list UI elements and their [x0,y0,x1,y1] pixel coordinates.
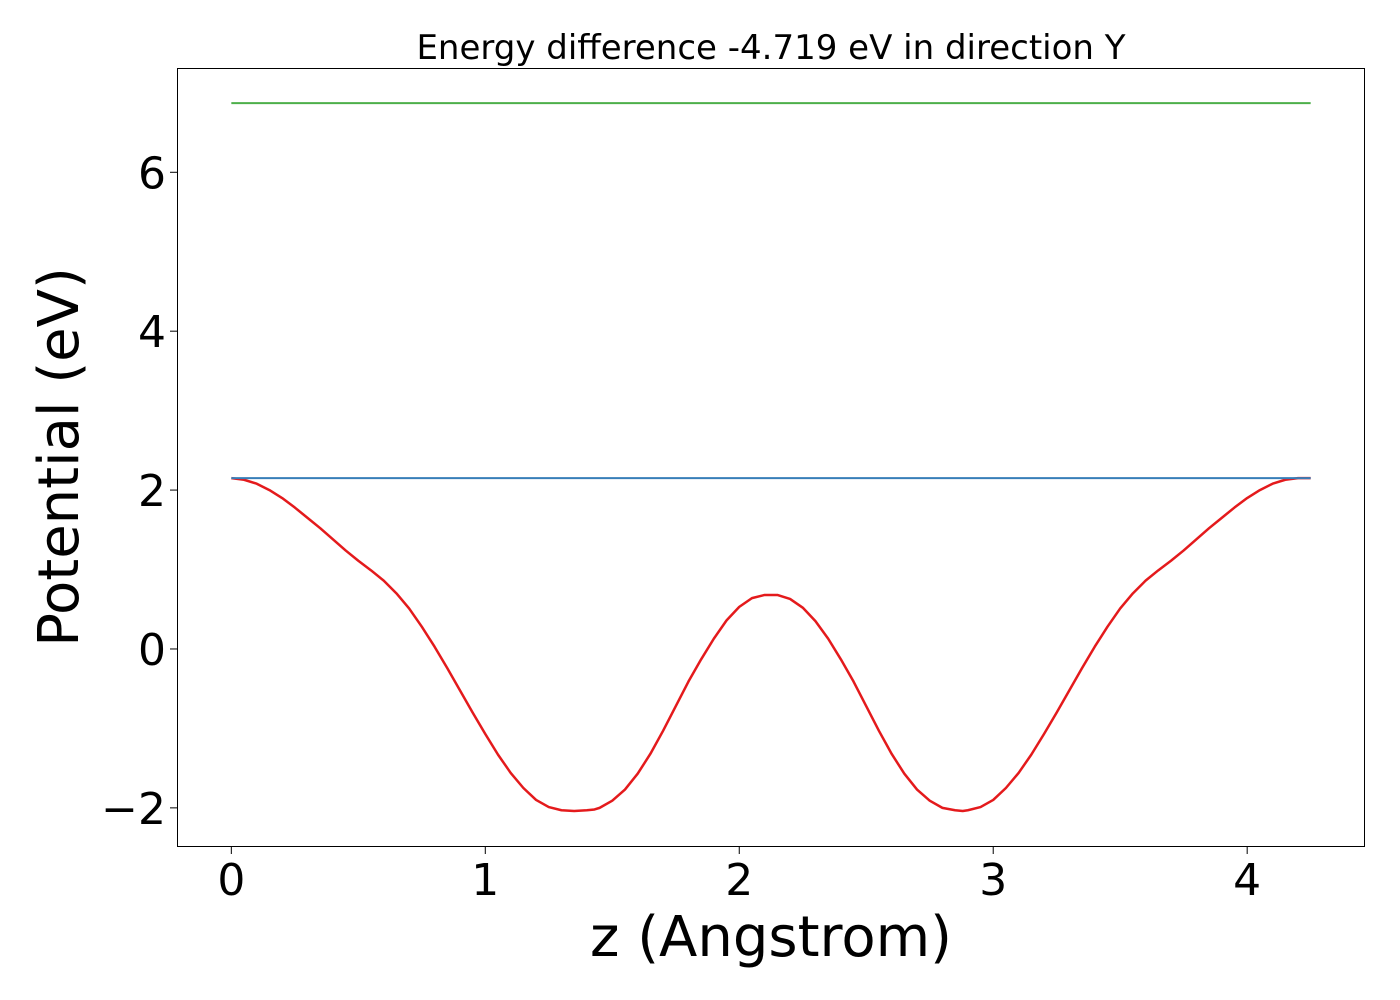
x-tick-label-4: 4 [1233,855,1261,906]
y-tick-label-0: 0 [138,625,166,676]
chart-title: Energy difference -4.719 eV in direction… [416,28,1125,68]
plot-area [177,68,1365,847]
y-tick-label--2: −2 [101,784,166,835]
x-tick-label-0: 0 [217,855,245,906]
y-tick-label-2: 2 [138,466,166,517]
series-layer [231,102,1311,813]
x-tick-label-1: 1 [471,855,499,906]
x-tick-label-3: 3 [979,855,1007,906]
x-tick-label-2: 2 [725,855,753,906]
y-tick-label-6: 6 [138,148,166,199]
y-axis-ticks: −2 0 2 4 6 [101,148,178,835]
y-tick-label-4: 4 [138,307,166,358]
series-line-1 [231,476,1311,813]
x-axis-ticks: 0 1 2 3 4 [217,846,1261,906]
x-axis-label: z (Angstrom) [590,905,952,970]
y-axis-label: Potential (eV) [27,267,92,647]
